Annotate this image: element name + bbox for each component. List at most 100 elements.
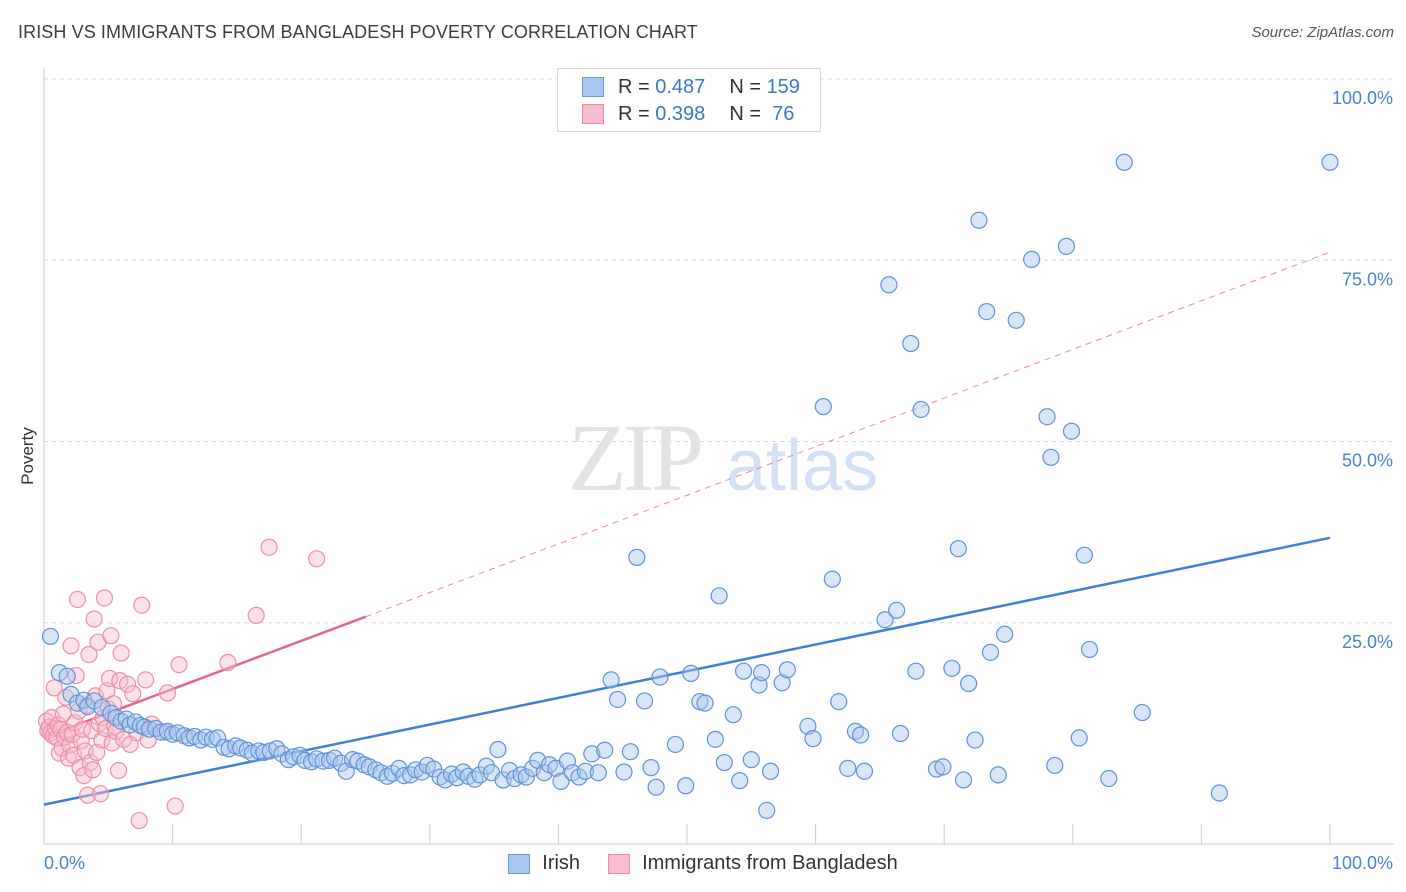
irish-point <box>761 762 780 780</box>
irish-point <box>823 570 841 588</box>
irish-point <box>758 801 776 820</box>
irish-point <box>710 587 728 605</box>
y-tick-label: 25.0% <box>1342 632 1393 652</box>
irish-point <box>635 692 654 710</box>
legend-r-label: R = <box>618 102 650 125</box>
irish-point <box>41 627 60 646</box>
irish-point <box>1133 703 1151 722</box>
irish-point <box>943 659 961 677</box>
legend-row-irish: R = 0.487 N = 159 <box>582 75 800 99</box>
irish-point <box>268 740 286 758</box>
irish-point <box>596 741 614 759</box>
irish-point <box>954 771 973 789</box>
irish-point <box>876 611 894 629</box>
bottom-legend-irish: Irish <box>508 852 580 875</box>
y-tick-label: 100.0% <box>1332 88 1393 108</box>
bangladesh-point <box>170 656 188 674</box>
chart-title: IRISH VS IMMIGRANTS FROM BANGLADESH POVE… <box>18 22 698 42</box>
irish-point <box>93 698 111 717</box>
bangladesh-point <box>133 596 151 614</box>
irish-point <box>1075 546 1093 564</box>
legend-n-label: N = <box>729 102 761 125</box>
irish-point <box>1070 729 1088 747</box>
irish-point <box>912 400 930 419</box>
irish-point <box>696 694 714 712</box>
legend-n-label: N = <box>729 75 761 98</box>
irish-point <box>552 772 570 791</box>
grid-lines <box>44 78 1394 624</box>
y-axis-label: Poverty <box>18 427 37 485</box>
irish-point <box>804 730 822 748</box>
irish-point <box>576 762 595 780</box>
irish-point <box>1210 784 1229 802</box>
irish-point <box>742 751 760 769</box>
irish-point <box>978 303 996 321</box>
bottom-legend: Irish Immigrants from Bangladesh <box>0 852 1406 875</box>
irish-point <box>724 706 742 724</box>
irish-point <box>996 625 1014 643</box>
irish-points <box>41 153 1339 820</box>
bangladesh-point <box>59 749 78 767</box>
bangladesh-point <box>219 653 237 672</box>
irish-point <box>927 760 946 778</box>
x-tick-label: 100.0% <box>1332 853 1393 873</box>
irish-point <box>966 731 984 749</box>
bangladesh-point <box>166 797 184 815</box>
irish-point <box>642 759 660 777</box>
irish-point <box>1046 756 1064 775</box>
irish-point <box>602 671 620 689</box>
irish-point <box>79 698 97 716</box>
bangladesh-point <box>158 684 177 702</box>
bangladesh-trend-line <box>43 615 366 739</box>
bangladesh-trend-extension <box>365 251 1331 618</box>
irish-point <box>1007 311 1025 329</box>
irish-point <box>1038 408 1056 426</box>
irish-point <box>830 693 848 711</box>
bangladesh-point <box>118 675 137 693</box>
y-tick-label: 50.0% <box>1342 451 1393 471</box>
bangladesh-point <box>112 644 130 662</box>
bangladesh-point <box>71 759 89 777</box>
trend-lines <box>43 251 1331 806</box>
legend-n-value: 159 <box>766 75 800 98</box>
irish-point <box>308 750 326 768</box>
x-tick-label: 0.0% <box>44 853 85 873</box>
bangladesh-point <box>84 761 102 779</box>
bangladesh-point <box>79 786 97 804</box>
bangladesh-point <box>73 720 92 738</box>
bangladesh-point <box>109 761 128 780</box>
bangladesh-point <box>130 811 148 830</box>
irish-point <box>255 743 273 762</box>
axes <box>43 68 1394 845</box>
legend-r-label: R = <box>618 75 650 98</box>
irish-point <box>589 764 607 782</box>
irish-point <box>907 662 925 680</box>
bangladesh-point <box>85 610 103 628</box>
bottom-legend-label-bangladesh: Immigrants from Bangladesh <box>642 852 898 874</box>
irish-point <box>934 758 952 776</box>
bangladesh-point <box>67 666 85 685</box>
irish-trend-line <box>43 536 1331 806</box>
irish-point <box>902 334 920 353</box>
irish-point <box>651 668 669 686</box>
bangladesh-point <box>136 671 155 689</box>
irish-point <box>852 726 870 744</box>
irish-point <box>615 763 633 781</box>
irish-point <box>949 540 967 558</box>
irish-point <box>970 211 988 229</box>
watermark: ZIP atlas <box>568 404 878 511</box>
irish-point <box>583 745 601 763</box>
bangladesh-point <box>95 589 114 607</box>
irish-point <box>666 735 685 754</box>
bangladesh-point <box>45 679 63 697</box>
irish-point <box>891 724 910 743</box>
irish-point <box>628 548 646 566</box>
bangladesh-point <box>308 550 326 568</box>
bangladesh-point <box>102 627 120 645</box>
irish-point <box>731 772 749 790</box>
legend-box: R = 0.487 N = 159 R = 0.398 N = 76 <box>557 68 821 132</box>
bottom-legend-swatch-irish <box>508 853 531 874</box>
irish-point <box>1321 153 1339 171</box>
irish-point <box>752 664 771 682</box>
